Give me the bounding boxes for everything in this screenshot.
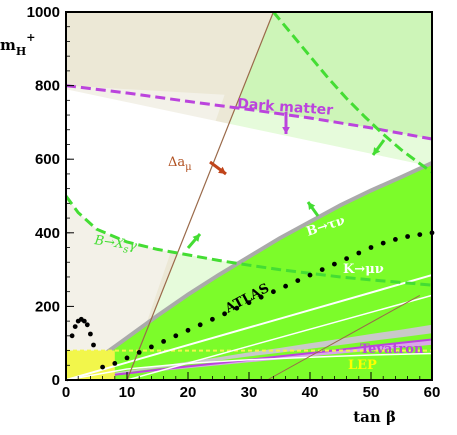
x-tick-label: 30: [241, 384, 258, 401]
series-atlas-point: [332, 261, 337, 267]
series-atlas-point: [112, 361, 118, 366]
series-atlas-point: [161, 339, 167, 344]
arrow-btaunu-head: [308, 202, 316, 210]
y-tick-label: 0: [52, 372, 60, 389]
series-atlas-point: [405, 234, 410, 239]
label-dark-matter: Dark matter: [237, 96, 334, 119]
plot-area: [64, 11, 435, 382]
series-atlas-point: [210, 316, 215, 322]
arrow-delta-amu: [209, 160, 227, 176]
series-atlas-point: [136, 350, 142, 355]
series-atlas-point: [271, 289, 276, 295]
series-b-xs-gamma: [64, 195, 433, 287]
arrow-b-xs-gamma-head: [192, 234, 200, 242]
arrow-btaunu-upper-head: [373, 147, 381, 155]
series-atlas-point: [283, 283, 288, 289]
x-tick-label: 20: [180, 384, 197, 401]
series-atlas-point: [91, 342, 96, 348]
x-tick-label: 0: [62, 384, 70, 401]
series-atlas-point: [88, 331, 93, 337]
series-atlas-point: [222, 311, 228, 317]
arrow-btaunu-upper: [371, 139, 386, 156]
y-axis-label: mH+: [0, 31, 36, 58]
series-atlas-point: [149, 344, 154, 350]
x-axis-label: tan β: [353, 408, 396, 426]
boundary-tevatron: [65, 352, 433, 381]
series-atlas-point: [185, 327, 191, 333]
arrow-b-xs-gamma: [186, 233, 202, 249]
y-tick-label: 600: [35, 151, 60, 168]
series-atlas-point: [356, 250, 362, 256]
series-atlas-point: [81, 318, 87, 324]
series-atlas-point: [344, 256, 349, 261]
series-atlas-point: [307, 272, 313, 278]
series-atlas-point: [393, 237, 398, 242]
series-atlas-point: [124, 355, 130, 361]
x-tick-label: 50: [363, 384, 380, 401]
boundary-delta-amu: [126, 11, 274, 381]
label-k-mu-nu: K→μν: [343, 262, 384, 277]
boundary-white-2: [126, 294, 433, 381]
arrow-dark-matter: [282, 112, 290, 134]
series-atlas-point: [72, 324, 78, 329]
arrow-dark-matter-head: [282, 126, 290, 134]
series-dark-matter: [65, 84, 433, 141]
series-atlas-point: [417, 232, 423, 238]
series-atlas-point: [197, 322, 203, 328]
x-tick-label: 40: [302, 384, 319, 401]
boundary-kmunu: [65, 274, 433, 381]
y-tick-label: 1000: [27, 4, 60, 21]
series-atlas-point: [368, 245, 374, 250]
y-tick-label: 800: [35, 78, 60, 95]
label-delta-a-mu: Δaμ: [168, 155, 192, 173]
y-tick-label: 200: [35, 298, 60, 315]
series-btaunu-boundary: [272, 11, 433, 174]
boundary-delta-amu-2: [267, 294, 421, 381]
label-lep: LEP: [348, 358, 377, 373]
series-atlas-point: [173, 333, 179, 339]
series-atlas-point: [100, 364, 105, 370]
y-tick-label: 400: [35, 225, 60, 242]
arrow-delta-amu-head: [218, 166, 226, 174]
label-b-xs-gamma: B→Xsγ: [92, 233, 138, 257]
series-atlas-point: [234, 305, 240, 311]
region-btaunu-excluded: [66, 162, 432, 380]
boundary-btaunu: [64, 161, 433, 382]
series-atlas-point: [258, 294, 264, 300]
x-tick-label: 60: [424, 384, 441, 401]
series-atlas-point: [295, 278, 301, 283]
band-gray: [66, 324, 432, 380]
arrow-btaunu: [306, 201, 320, 217]
series-atlas-point: [84, 322, 90, 328]
label-tevatron: Tevatron: [360, 342, 424, 357]
series-atlas-point: [69, 333, 75, 339]
x-tick-label: 10: [119, 384, 136, 401]
series-atlas-point: [319, 267, 325, 272]
series-atlas-point: [246, 300, 252, 306]
series-atlas-point: [380, 240, 386, 246]
